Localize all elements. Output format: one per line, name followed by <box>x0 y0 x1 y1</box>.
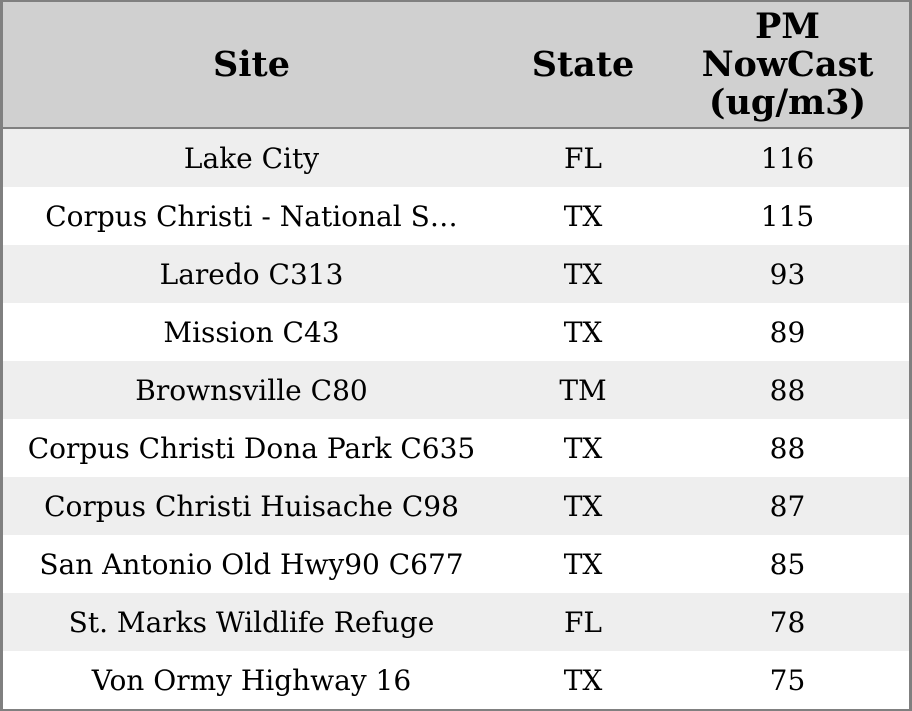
site-cell: Lake City <box>183 141 320 175</box>
table-body: Lake City FL 116 Corpus Christi - Nation… <box>3 129 909 709</box>
state-cell: TX <box>563 199 603 233</box>
header-cell-pm-nowcast[interactable]: PM NowCast (ug/m3) <box>701 5 874 123</box>
pm-value-cell: 78 <box>769 605 806 639</box>
site-cell: Mission C43 <box>163 315 340 349</box>
pm-value-cell: 75 <box>769 663 806 697</box>
site-cell: Corpus Christi - National S… <box>45 199 458 233</box>
site-cell: St. Marks Wildlife Refuge <box>68 605 435 639</box>
table-row[interactable]: Corpus Christi Huisache C98 TX 87 <box>3 477 909 535</box>
pm-value-cell: 88 <box>769 373 806 407</box>
state-cell: TX <box>563 663 603 697</box>
state-cell: FL <box>563 141 603 175</box>
pm-value-cell: 116 <box>760 141 815 175</box>
header-cell-state[interactable]: State <box>531 43 635 85</box>
site-cell: San Antonio Old Hwy90 C677 <box>39 547 464 581</box>
table-row[interactable]: St. Marks Wildlife Refuge FL 78 <box>3 593 909 651</box>
table-row[interactable]: Brownsville C80 TM 88 <box>3 361 909 419</box>
table-header-row: Site State PM NowCast (ug/m3) <box>3 2 909 129</box>
state-cell: TM <box>559 373 607 407</box>
site-cell: Laredo C313 <box>159 257 344 291</box>
site-cell: Corpus Christi Huisache C98 <box>44 489 459 523</box>
pm-value-cell: 115 <box>760 199 815 233</box>
pm-value-cell: 87 <box>769 489 806 523</box>
pm-value-cell: 93 <box>769 257 806 291</box>
table-row[interactable]: Laredo C313 TX 93 <box>3 245 909 303</box>
pm-value-cell: 85 <box>769 547 806 581</box>
state-cell: TX <box>563 431 603 465</box>
pm-value-cell: 89 <box>769 315 806 349</box>
site-cell: Brownsville C80 <box>135 373 368 407</box>
site-cell: Corpus Christi Dona Park C635 <box>27 431 476 465</box>
table-row[interactable]: Corpus Christi Dona Park C635 TX 88 <box>3 419 909 477</box>
state-cell: TX <box>563 547 603 581</box>
table-row[interactable]: San Antonio Old Hwy90 C677 TX 85 <box>3 535 909 593</box>
site-cell: Von Ormy Highway 16 <box>91 663 412 697</box>
table-row[interactable]: Mission C43 TX 89 <box>3 303 909 361</box>
state-cell: TX <box>563 489 603 523</box>
state-cell: TX <box>563 315 603 349</box>
table-row[interactable]: Lake City FL 116 <box>3 129 909 187</box>
table-row[interactable]: Von Ormy Highway 16 TX 75 <box>3 651 909 709</box>
pm-value-cell: 88 <box>769 431 806 465</box>
state-cell: TX <box>563 257 603 291</box>
header-cell-site[interactable]: Site <box>212 43 290 85</box>
table-row[interactable]: Corpus Christi - National S… TX 115 <box>3 187 909 245</box>
state-cell: FL <box>563 605 603 639</box>
